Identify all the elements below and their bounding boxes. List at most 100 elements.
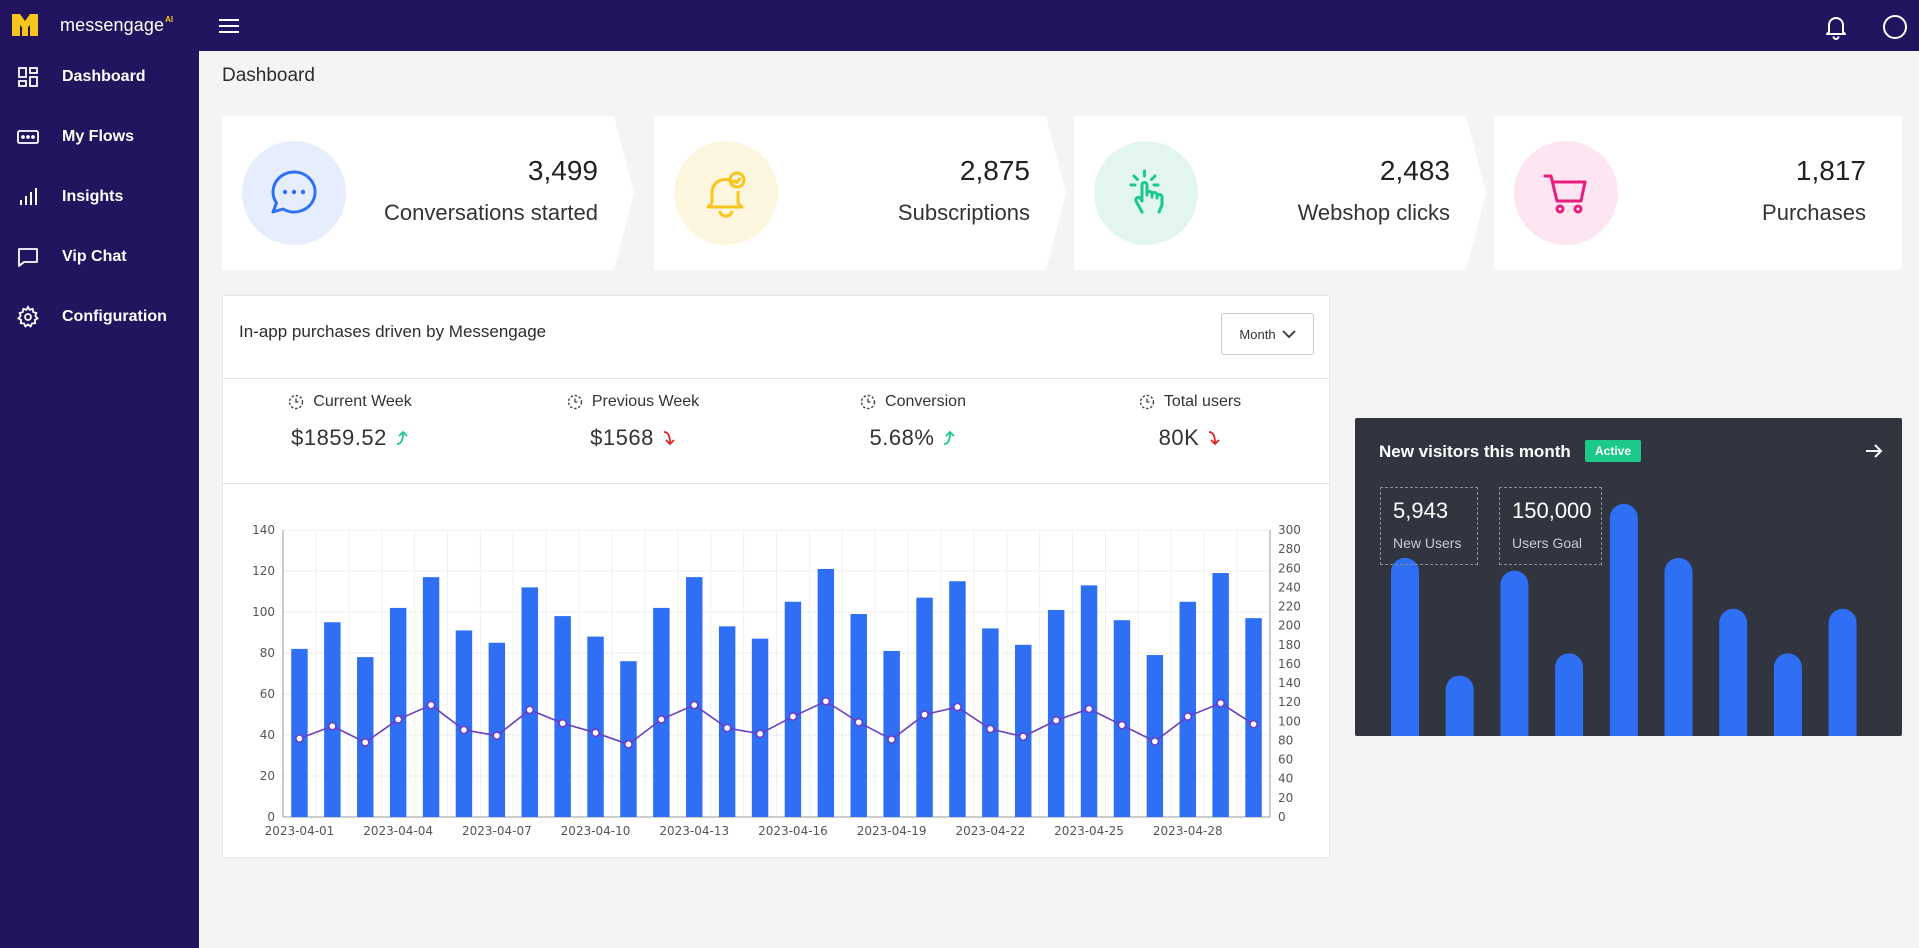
kpi-value: 80K [1158,425,1200,450]
y2-tick-label: 240 [1278,580,1301,594]
stat-label: Webshop clicks [1297,200,1450,225]
dashboard-grid-icon [18,67,38,87]
visitors-bar [1773,653,1802,736]
chart-point [656,715,666,724]
y-tick-label: 80 [260,646,275,660]
chart-bar [718,626,736,817]
kpi-value: 5.68% [869,425,935,450]
kpi-value-row: $1859.52 [215,425,485,451]
chart-bar [653,607,670,817]
chart-bar [1179,601,1196,817]
gear-icon [16,305,40,328]
stat-icon-circle [1514,141,1618,245]
kpi-header: Current Week [215,393,485,411]
chart-point [821,696,831,706]
y2-tick-label: 20 [1278,791,1293,805]
sidebar-item-dashboard[interactable]: Dashboard [0,55,199,99]
sidebar: Dashboard My Flows Insights Vip Chat Con… [0,51,199,948]
stat-card-purchases[interactable]: 1,817 Purchases [1494,116,1902,270]
purchases-chart-card: In-app purchases driven by Messengage Mo… [222,295,1330,858]
page-title: Dashboard [222,65,315,86]
stat-icon-circle [1094,141,1198,245]
visitors-title: New visitors this month [1379,442,1571,461]
arrow-right-icon[interactable] [1863,442,1885,460]
sidebar-item-insights[interactable]: Insights [0,175,199,219]
chart-bar [883,650,900,817]
chart-point [426,700,436,710]
sidebar-item-configuration[interactable]: Configuration [0,295,199,339]
chart-point [887,735,897,744]
sidebar-item-label: Configuration [62,308,167,325]
chart-point [624,739,633,749]
kpi-value: $1568 [590,425,654,450]
brand[interactable]: messengage AI [12,14,173,36]
kpi-header: Previous Week [498,393,768,411]
stat-label: Conversations started [384,200,598,225]
chart-point [1018,732,1028,742]
top-bar: messengage AI [0,0,1919,51]
stat-card-conversations[interactable]: 3,499 Conversations started [222,116,634,270]
y2-tick-label: 260 [1278,561,1301,575]
y2-tick-label: 140 [1278,676,1301,690]
stat-card-webshop-clicks[interactable]: 2,483 Webshop clicks [1074,116,1486,270]
y2-tick-label: 100 [1278,714,1301,728]
y2-tick-label: 160 [1278,657,1301,671]
x-tick-label: 2023-04-25 [1054,824,1124,838]
users-goal-value: 150,000 [1512,498,1592,523]
stat-value: 2,483 [1379,155,1450,186]
visitors-bar [1445,675,1474,736]
chat-bubble-icon [18,248,38,267]
chart-bar [422,577,440,817]
x-tick-label: 2023-04-16 [758,824,828,838]
kpi-value-row: 80K [1055,425,1325,451]
chart-point [1117,720,1127,730]
kpi-value: $1859.52 [291,425,387,450]
chart-bar [1047,609,1065,817]
flows-icon [17,130,39,144]
kpi-value-row: 5.68% [778,425,1048,451]
chart-point [755,729,765,739]
sidebar-item-my-flows[interactable]: My Flows [0,115,199,159]
stat-value: 1,817 [1795,155,1866,186]
chart-bar [488,642,506,817]
x-tick-label: 2023-04-10 [561,824,631,838]
y2-tick-label: 80 [1278,733,1293,747]
trend-down-icon [663,431,675,446]
visitors-bar [1664,557,1693,736]
kpi-header: Conversion [778,393,1048,411]
visitors-card: New visitors this month Active 5,943 New… [1355,418,1902,736]
chart-bar [817,568,835,817]
chart-point [985,724,995,734]
hamburger-icon[interactable] [218,15,240,37]
y2-tick-label: 0 [1278,810,1286,824]
user-circle-icon[interactable] [1883,15,1907,39]
dashed-clock-icon [289,394,304,410]
visitors-bar [1719,608,1748,736]
y-tick-label: 140 [252,523,275,537]
chart-point [591,728,600,738]
y-tick-label: 120 [252,564,275,578]
y2-tick-label: 300 [1278,523,1301,537]
chart-card-title: In-app purchases driven by Messengage [239,322,547,341]
chart-point [920,710,929,720]
sidebar-item-vip-chat[interactable]: Vip Chat [0,235,199,279]
trend-down-icon [1209,431,1220,446]
x-tick-label: 2023-04-01 [265,824,335,838]
chart-bar [916,597,933,817]
y-tick-label: 60 [260,687,275,701]
cart-icon [1543,174,1587,214]
divider [223,483,1329,484]
chart-line [299,700,1254,746]
kpi-label: Current Week [313,393,412,410]
chart-point [722,723,732,733]
status-badge: Active [1585,440,1642,462]
users-goal-label: Users Goal [1512,535,1583,551]
bell-icon[interactable] [1822,13,1850,41]
purchases-chart: 0 20 40 60 80 100 120 140 0 20 40 60 80 100 120 140 160 1… [252,523,1301,838]
x-tick-label: 2023-04-07 [462,824,532,838]
chart-bar [587,636,604,817]
stat-card-subscriptions[interactable]: 2,875 Subscriptions [654,116,1066,270]
chart-bar [620,661,637,817]
chart-point [327,721,337,731]
period-select[interactable]: Month [1221,313,1314,355]
